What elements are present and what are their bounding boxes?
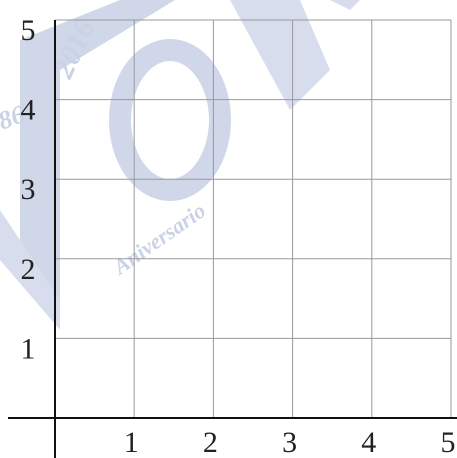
y-tick-label: 2: [21, 253, 36, 286]
x-tick-label: 4: [361, 426, 376, 458]
x-tick-label: 2: [203, 426, 218, 458]
y-tick-label: 1: [21, 332, 36, 365]
y-tick-label: 4: [21, 94, 36, 127]
y-tick-label: 5: [21, 14, 36, 47]
y-tick-label: 3: [21, 173, 36, 206]
x-tick-label: 1: [124, 426, 139, 458]
watermark-shape: [230, 0, 330, 110]
watermark-text: Aniversario: [107, 198, 210, 281]
watermark-shape: [330, 0, 360, 10]
chart: 201686Aniversario1234512345: [0, 0, 457, 458]
watermark-shape: [120, 50, 220, 190]
x-tick-label: 5: [441, 426, 456, 458]
x-tick-label: 3: [282, 426, 297, 458]
